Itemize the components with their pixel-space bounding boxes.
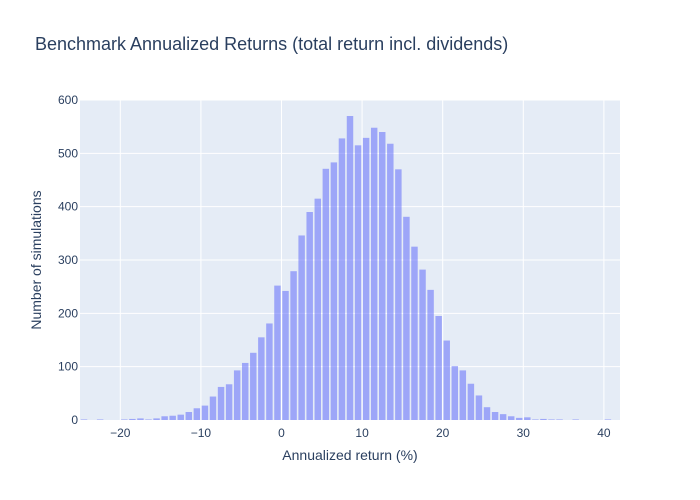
histogram-bar (217, 386, 225, 420)
histogram-bar (354, 145, 362, 421)
x-tick-label: 20 (436, 426, 450, 440)
histogram-bar (282, 290, 289, 420)
chart-title: Benchmark Annualized Returns (total retu… (35, 34, 508, 54)
histogram-bar (362, 137, 370, 420)
histogram-bar (435, 316, 442, 420)
histogram-bar (225, 384, 233, 420)
bars (80, 116, 612, 421)
histogram-bar (532, 419, 539, 420)
histogram-bar (395, 169, 402, 420)
histogram-bar (548, 419, 555, 420)
histogram-bar (499, 414, 507, 420)
y-axis-title: Number of simulations (28, 190, 44, 329)
histogram-bar (121, 419, 128, 420)
x-tick-label: 0 (278, 426, 285, 440)
y-axis-ticks: 0 100 200 300 400 500 600 (58, 93, 78, 427)
histogram-bar (177, 414, 184, 420)
histogram-bar (209, 396, 217, 420)
x-tick-label: 10 (355, 426, 369, 440)
histogram-bar (330, 162, 338, 420)
y-tick-label: 500 (58, 146, 78, 160)
histogram-bar (467, 383, 475, 420)
histogram-bar (266, 323, 273, 420)
x-axis-title: Annualized return (%) (282, 447, 417, 463)
histogram-bar (250, 352, 257, 420)
y-tick-label: 200 (58, 306, 78, 320)
y-tick-label: 300 (58, 253, 78, 267)
histogram-bar (306, 212, 313, 420)
histogram-bar (419, 269, 426, 420)
histogram-bar (153, 418, 160, 420)
histogram-bar (524, 417, 531, 420)
histogram-bar (80, 419, 88, 420)
histogram-bar (507, 416, 515, 420)
histogram-bar (241, 362, 249, 420)
histogram-bar (233, 370, 241, 420)
histogram-bar (346, 116, 354, 420)
histogram-bar (459, 370, 467, 420)
histogram-bar (96, 419, 104, 420)
x-tick-label: −10 (191, 426, 212, 440)
histogram-bar (387, 143, 394, 420)
histogram-bar (137, 418, 144, 420)
histogram-bar (451, 366, 459, 420)
histogram-bar (370, 127, 378, 420)
x-tick-label: −20 (110, 426, 131, 440)
y-tick-label: 0 (71, 413, 78, 427)
histogram-bar (322, 168, 330, 420)
histogram-bar (169, 415, 176, 420)
y-tick-label: 600 (58, 93, 78, 107)
histogram-bar (475, 395, 483, 420)
histogram-bar (161, 416, 168, 420)
y-tick-label: 100 (58, 360, 78, 374)
histogram-bar (129, 418, 136, 420)
histogram-bar (258, 337, 265, 420)
histogram-bar (604, 419, 612, 420)
y-tick-label: 400 (58, 200, 78, 214)
histogram-bar (491, 412, 499, 420)
histogram-bar (274, 285, 281, 420)
histogram-bar (193, 408, 201, 420)
x-axis-ticks: −20 −10 0 10 20 30 40 (110, 426, 611, 440)
histogram-bar (411, 246, 418, 420)
histogram-bar (403, 216, 410, 420)
histogram-bar (314, 198, 321, 420)
x-tick-label: 40 (597, 426, 611, 440)
histogram-bar (338, 138, 346, 420)
histogram-bar (556, 419, 563, 420)
x-tick-label: 30 (517, 426, 531, 440)
histogram-bar (185, 412, 193, 420)
histogram-bar (290, 271, 297, 420)
histogram-bar (145, 419, 152, 420)
histogram-bar (201, 405, 209, 420)
histogram-bar (427, 289, 434, 420)
histogram-bar (540, 418, 547, 420)
histogram-bar (516, 417, 523, 420)
histogram-bar (443, 340, 450, 420)
histogram-bar (379, 132, 386, 420)
histogram-bar (572, 419, 579, 420)
histogram-bar (298, 235, 305, 420)
histogram-bar (483, 407, 491, 420)
